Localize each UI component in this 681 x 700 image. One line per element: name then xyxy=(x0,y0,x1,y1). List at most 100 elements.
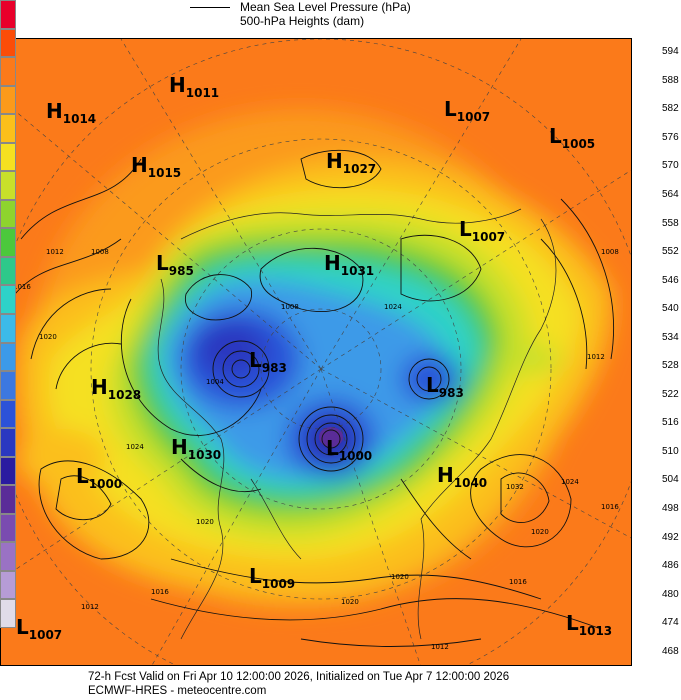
low-pressure-center: L983 xyxy=(249,348,287,375)
graticule xyxy=(1,39,631,665)
center-pressure: 1015 xyxy=(147,166,182,180)
legend-heights: 500-hPa Heights (dam) xyxy=(240,14,364,28)
colorbar-swatch xyxy=(0,0,16,29)
map-legend: Mean Sea Level Pressure (hPa) 500-hPa He… xyxy=(190,0,490,30)
colorbar-label: 546 xyxy=(662,274,679,286)
low-pressure-center: L1007 xyxy=(444,97,491,124)
center-pressure: 1005 xyxy=(561,137,596,151)
center-pressure: 1014 xyxy=(62,112,97,126)
colorbar-swatch xyxy=(0,228,16,257)
isobar-label: 1020 xyxy=(341,598,359,606)
legend-pressure: Mean Sea Level Pressure (hPa) xyxy=(190,0,411,14)
colorbar-label: 516 xyxy=(662,417,679,429)
isobar-label: 1020 xyxy=(39,333,57,341)
colorbar-label: 564 xyxy=(662,189,679,200)
center-type: L xyxy=(156,251,169,275)
colorbar-swatch xyxy=(0,28,16,58)
isobar-label: 1020 xyxy=(391,573,409,581)
colorbar-label: 570 xyxy=(662,160,679,172)
high-pressure-center: H1031 xyxy=(324,251,375,278)
center-pressure: 1040 xyxy=(453,476,488,490)
colorbar-label: 594 xyxy=(662,46,679,58)
center-pressure: 1000 xyxy=(88,477,123,491)
isobar-label: 1024 xyxy=(126,443,144,451)
center-pressure: 1007 xyxy=(28,628,63,642)
legend-heights-text: 500-hPa Heights (dam) xyxy=(240,14,365,28)
legend-pressure-text: Mean Sea Level Pressure (hPa) xyxy=(240,0,411,14)
center-pressure: 1007 xyxy=(471,230,506,244)
colorbar-swatch xyxy=(0,142,16,172)
isobars xyxy=(10,149,614,647)
high-pressure-center: H1011 xyxy=(169,73,220,100)
high-pressure-center: H1040 xyxy=(437,463,488,490)
isobar-label: 1008 xyxy=(601,248,619,256)
colorbar-swatch xyxy=(0,57,16,86)
center-type: L xyxy=(549,124,562,148)
colorbar-swatch xyxy=(0,399,16,429)
low-pressure-center: L1000 xyxy=(76,464,123,491)
colorbar-label: 492 xyxy=(662,531,679,543)
high-pressure-center: H1028 xyxy=(91,375,142,402)
high-pressure-center: H1015 xyxy=(131,153,182,180)
center-type: H xyxy=(171,435,188,459)
high-pressure-center: H1030 xyxy=(171,435,222,462)
center-type: H xyxy=(326,149,343,173)
center-type: H xyxy=(131,153,148,177)
center-pressure: 1011 xyxy=(185,86,220,100)
center-type: L xyxy=(566,611,579,635)
center-type: H xyxy=(46,99,63,123)
isobar-label: 1004 xyxy=(206,378,224,386)
source-text: ECMWF-HRES - meteocentre.com xyxy=(88,685,267,697)
isobar-label: 1012 xyxy=(431,643,449,651)
colorbar-label: 534 xyxy=(662,331,679,343)
center-pressure: 985 xyxy=(168,264,194,278)
colorbar-swatch xyxy=(0,513,16,543)
isobar-line-sample xyxy=(190,7,230,9)
colorbar-swatch xyxy=(0,456,16,486)
center-pressure: 1027 xyxy=(342,162,377,176)
low-pressure-center: L1013 xyxy=(566,611,613,638)
center-pressure: 1007 xyxy=(456,110,491,124)
colorbar-swatch xyxy=(0,256,16,286)
colorbar-swatch xyxy=(0,171,16,200)
low-pressure-center: L985 xyxy=(156,251,194,278)
colorbar-label: 552 xyxy=(662,246,679,258)
colorbar-label: 522 xyxy=(662,388,679,400)
colorbar-label: 588 xyxy=(662,74,679,86)
coastlines xyxy=(157,208,557,640)
center-type: H xyxy=(324,251,341,275)
center-pressure: 1028 xyxy=(107,388,142,402)
map-canvas: 1012 1016 1020 1024 1008 1032 1024 1012 … xyxy=(1,39,631,665)
low-pressure-center: L1005 xyxy=(549,124,596,151)
center-type: H xyxy=(169,73,186,97)
colorbar-label: 480 xyxy=(662,588,679,600)
center-pressure: 1031 xyxy=(340,264,375,278)
colorbar-label: 576 xyxy=(662,131,679,143)
colorbar-swatch xyxy=(0,199,16,229)
high-pressure-center: H1027 xyxy=(326,149,377,176)
low-pressure-center: L1007 xyxy=(16,615,63,642)
weather-map: 1012 1016 1020 1024 1008 1032 1024 1012 … xyxy=(0,38,632,666)
colorbar-swatch xyxy=(0,85,16,115)
center-type: L xyxy=(326,436,339,460)
center-type: L xyxy=(76,464,89,488)
isobar-label: 1008 xyxy=(91,248,109,256)
colorbar-label: 558 xyxy=(662,217,679,229)
isobar-label: 1020 xyxy=(196,518,214,526)
map-footer: 72-h Fcst Valid on Fri Apr 10 12:00:00 2… xyxy=(88,670,509,698)
center-pressure: 1030 xyxy=(187,448,222,462)
isobar-labels: 1012 1016 1020 1024 1008 1032 1024 1012 … xyxy=(13,248,619,651)
isobar-label: 1016 xyxy=(601,503,619,511)
colorbar-swatch xyxy=(0,428,16,457)
colorbar-swatch xyxy=(0,371,16,400)
center-type: H xyxy=(91,375,108,399)
center-type: L xyxy=(249,348,262,372)
colorbar-label: 486 xyxy=(662,560,679,572)
isobar-label: 1016 xyxy=(151,588,169,596)
center-type: L xyxy=(249,564,262,588)
center-type: L xyxy=(444,97,457,121)
colorbar-swatch xyxy=(0,570,16,600)
isobar-label: 1016 xyxy=(13,283,31,291)
colorbar-swatch xyxy=(0,599,16,628)
center-pressure: 1013 xyxy=(578,624,613,638)
